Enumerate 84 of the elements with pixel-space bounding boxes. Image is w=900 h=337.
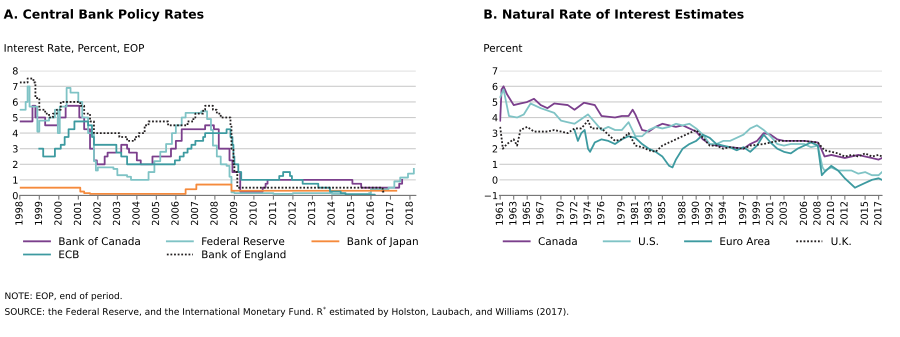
- x-tick-label: 1985: [658, 202, 666, 225]
- source-note: SOURCE: the Federal Reserve, and the International Monetary Fund. R$^{*}$ estimated by Holston, Laubach, and Williams (2017).: [5, 306, 568, 317]
- x-tick-label: 1974: [583, 202, 591, 225]
- x-tick-label: 1992: [705, 202, 712, 225]
- x-tick-label: 1983: [644, 202, 652, 225]
- x-tick-label: 2004: [132, 202, 140, 226]
- x-tick-label: 1965: [522, 202, 530, 225]
- y-tick-label: 1: [13, 176, 18, 184]
- legend-label: Canada: [538, 237, 577, 246]
- x-tick-label: 2015: [346, 202, 354, 226]
- line-series: [574, 129, 882, 189]
- x-tick-label: 2007: [190, 202, 198, 226]
- y-tick-label: 0: [492, 176, 498, 184]
- x-tick-label: 1970: [556, 202, 564, 225]
- y-tick-label: 4: [492, 114, 498, 122]
- x-tick-label: 2010: [249, 202, 257, 226]
- y-tick-label: 7: [13, 82, 18, 90]
- x-tick-label: 1994: [718, 202, 726, 225]
- line-series: [500, 88, 882, 176]
- chart-title: A. Central Bank Policy Rates: [4, 9, 204, 22]
- y-tick-label: 5: [492, 98, 498, 106]
- legend-label: Bank of England: [202, 250, 286, 260]
- text: NOTE: EOP, end of period.: [5, 292, 122, 301]
- y-tick-label: 3: [12, 145, 18, 153]
- x-tick-label: 1999: [752, 202, 760, 225]
- x-tick-label: 1979: [617, 202, 625, 225]
- x-tick-label: 1972: [570, 202, 578, 225]
- x-tick-label: 2012: [288, 202, 296, 226]
- x-tick-label: 2012: [840, 202, 848, 226]
- y-tick-label: 0: [12, 192, 18, 200]
- x-tick-label: 2006: [800, 202, 808, 226]
- x-tick-label: 1997: [738, 202, 746, 225]
- x-tick-label: 2013: [308, 202, 316, 226]
- x-tick-label: 2015: [860, 202, 868, 226]
- legend-label: U.S.: [639, 237, 658, 246]
- legend-label: Euro Area: [720, 237, 770, 246]
- x-tick-label: 2010: [826, 202, 834, 226]
- x-tick-label: 1967: [536, 202, 544, 225]
- legend-label: U.K.: [832, 237, 851, 246]
- x-tick-label: 2017: [874, 202, 882, 226]
- y-tick-label: 5: [12, 114, 18, 122]
- y-tick-label: 4: [12, 130, 18, 137]
- y-tick-label: 8: [12, 67, 18, 75]
- y-tick-label: 1: [492, 160, 498, 168]
- x-tick-label: 1976: [597, 202, 604, 225]
- x-tick-label: 2003: [779, 202, 787, 226]
- y-tick-label: 6: [492, 82, 498, 90]
- x-tick-label: 1988: [678, 202, 686, 225]
- chart-title: B. Natural Rate of Interest Estimates: [484, 9, 744, 19]
- legend-label: Bank of Japan: [348, 237, 418, 248]
- x-tick-label: 2002: [93, 202, 101, 226]
- x-tick-label: 2005: [152, 202, 160, 226]
- line-series: [500, 120, 882, 158]
- x-tick-label: 2003: [112, 202, 120, 226]
- x-tick-label: 2008: [813, 202, 821, 226]
- x-tick-label: 2008: [210, 202, 218, 226]
- x-tick-label: 2001: [766, 202, 774, 226]
- x-tick-label: 1981: [630, 202, 638, 225]
- x-tick-label: 2016: [366, 202, 374, 226]
- legend-label: Bank of Canada: [59, 237, 140, 246]
- legend-label: ECB: [59, 250, 79, 258]
- y-tick-label: 2: [12, 160, 18, 168]
- x-tick-label: 2014: [327, 202, 335, 226]
- x-tick-label: 1998: [15, 202, 23, 225]
- y-tick-label: 3: [492, 130, 498, 137]
- x-tick-label: 1990: [692, 202, 699, 225]
- x-tick-label: 2001: [74, 202, 82, 226]
- x-tick-label: 2006: [171, 202, 179, 226]
- y-axis-title: Interest Rate, Percent, EOP: [4, 44, 144, 53]
- line-series: [500, 85, 882, 161]
- x-tick-label: 2009: [230, 202, 238, 226]
- y-tick-label: 2: [492, 145, 498, 152]
- y-tick-label: −1: [484, 192, 498, 200]
- y-axis-title: Percent: [484, 44, 522, 52]
- x-tick-label: 1999: [34, 202, 42, 225]
- x-tick-label: 1961: [496, 202, 503, 225]
- x-tick-label: 2011: [268, 202, 276, 226]
- x-tick-label: 1963: [509, 202, 517, 225]
- x-tick-label: 2017: [386, 202, 394, 226]
- y-tick-label: 7: [492, 67, 498, 74]
- legend-label: Federal Reserve: [202, 237, 284, 246]
- x-tick-label: 2000: [54, 202, 62, 226]
- y-tick-label: 6: [12, 98, 18, 106]
- x-tick-label: 2018: [405, 202, 413, 226]
